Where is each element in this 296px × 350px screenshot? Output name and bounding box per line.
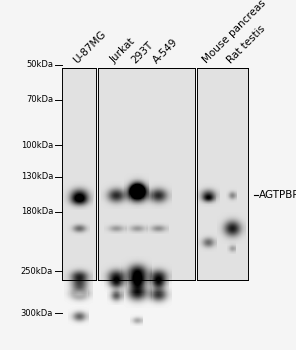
Text: 50kDa: 50kDa	[26, 60, 53, 69]
Bar	[197, 68, 248, 280]
Text: Mouse pancreas: Mouse pancreas	[201, 0, 268, 65]
Text: 293T: 293T	[130, 40, 155, 65]
Text: 300kDa: 300kDa	[21, 309, 53, 318]
Text: A-549: A-549	[151, 36, 180, 65]
Text: 100kDa: 100kDa	[21, 141, 53, 150]
Text: Rat testis: Rat testis	[225, 23, 267, 65]
Text: 70kDa: 70kDa	[26, 95, 53, 104]
Text: 130kDa: 130kDa	[21, 172, 53, 181]
Text: 180kDa: 180kDa	[21, 207, 53, 216]
Text: Jurkat: Jurkat	[109, 36, 138, 65]
Text: U-87MG: U-87MG	[72, 29, 108, 65]
Bar	[62, 68, 96, 280]
Text: 250kDa: 250kDa	[21, 267, 53, 276]
Bar	[98, 68, 195, 280]
Text: AGTPBP1: AGTPBP1	[259, 190, 296, 200]
